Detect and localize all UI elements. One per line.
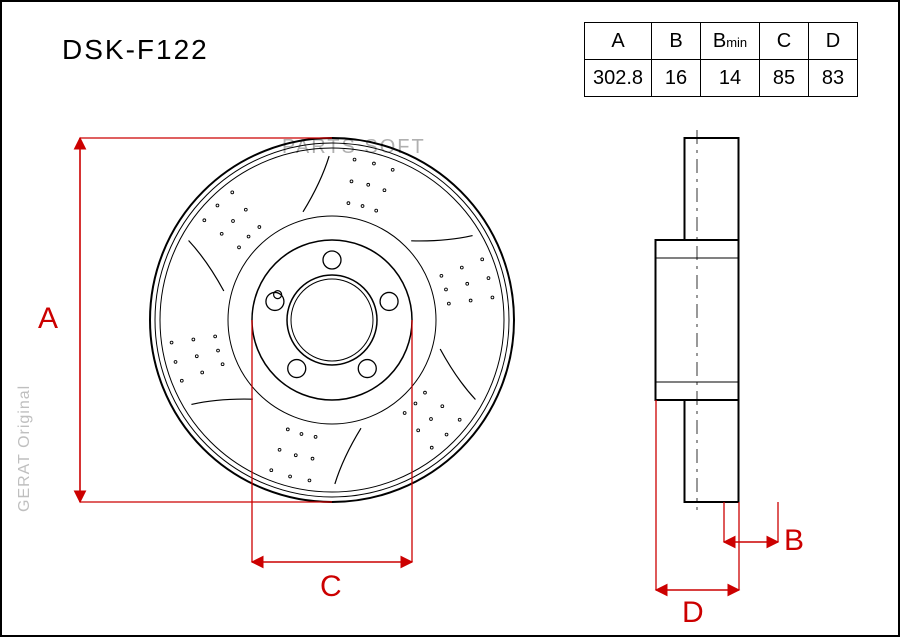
drawing-frame: DSK-F122 PARTS SOFT GERAT Original GERAT… (0, 0, 900, 637)
drawing-svg (2, 2, 900, 637)
